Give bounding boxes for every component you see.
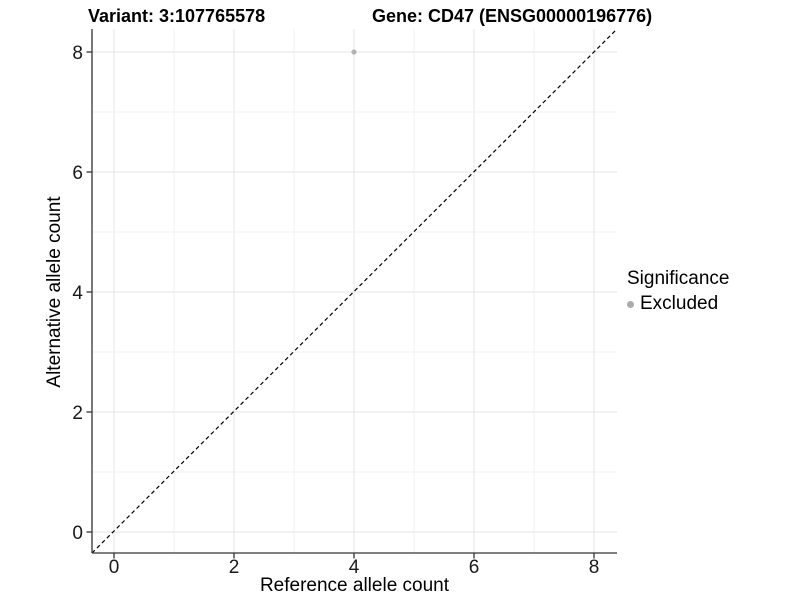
- y-axis-title: Alternative allele count: [44, 196, 65, 388]
- x-tick-label: 2: [229, 557, 240, 578]
- x-tick-label: 0: [109, 557, 120, 578]
- x-axis-title: Reference allele count: [259, 575, 450, 596]
- legend: Significance Excluded: [627, 268, 729, 315]
- x-tick-label: 4: [349, 557, 360, 578]
- y-tick-label: 8: [72, 43, 83, 64]
- data-point-excluded: [351, 49, 357, 55]
- y-tick-label: 0: [72, 523, 83, 544]
- legend-item-excluded: Excluded: [627, 293, 729, 315]
- x-tick-label: 6: [469, 557, 480, 578]
- excluded-point-swatch: [627, 300, 634, 308]
- legend-item-label: Excluded: [640, 293, 719, 314]
- variant-title: Variant: 3:107765578: [88, 6, 266, 26]
- x-tick-label: 8: [589, 557, 600, 578]
- identity-line: [91, 28, 618, 554]
- y-tick-label: 4: [72, 283, 83, 304]
- legend-title: Significance: [627, 268, 730, 289]
- y-tick-label: 2: [72, 403, 83, 424]
- gene-title: Gene: CD47 (ENSG00000196776): [372, 6, 653, 26]
- y-tick-label: 6: [72, 163, 83, 184]
